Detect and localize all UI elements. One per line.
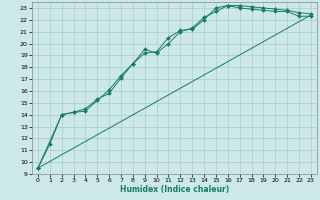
X-axis label: Humidex (Indice chaleur): Humidex (Indice chaleur) (120, 185, 229, 194)
